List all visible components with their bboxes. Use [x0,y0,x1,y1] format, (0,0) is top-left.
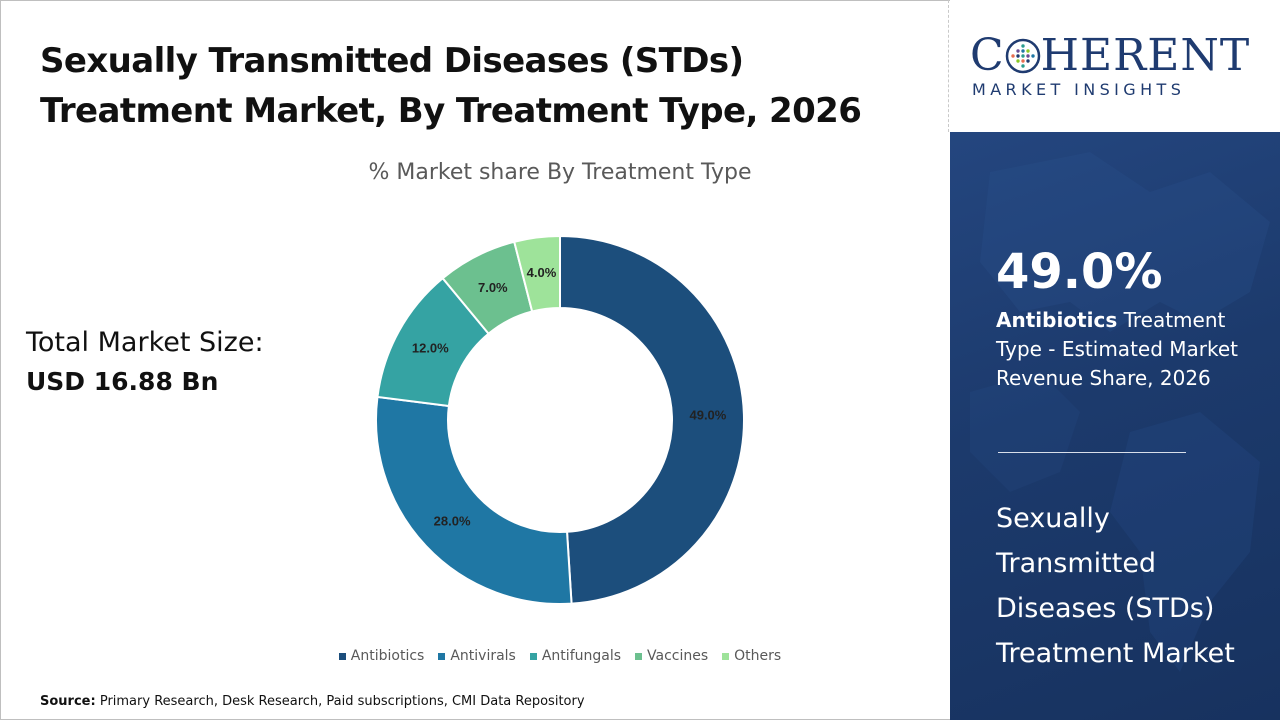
highlight-segment: Antibiotics [996,308,1118,332]
total-market-size: Total Market Size: USD 16.88 Bn [26,324,264,402]
donut-slice-antibiotics [559,234,746,605]
source-note: Source: Primary Research, Desk Research,… [40,694,585,709]
logo-dot [1010,54,1015,58]
logo-dot [1015,49,1020,53]
logo-text: HERENT [1040,30,1251,81]
source-text: Primary Research, Desk Research, Paid su… [99,694,585,709]
logo-dot [1020,44,1025,48]
highlight-panel: 49.0% Antibiotics Treatment Type - Estim… [950,132,1280,720]
legend-item-others: Others [722,648,781,664]
donut-chart: 49.0% 28.0% 12.0% 7.0% 4.0% [375,234,746,605]
company-logo: C HERENT MARKET INSIGHTS [950,0,1280,132]
logo-dot [1015,54,1020,58]
slice-label-others: 4.0% [527,265,557,280]
highlight-value: 49.0% [996,244,1163,300]
slice-label-antivirals: 28.0% [434,513,471,528]
donut-slice-antivirals [375,395,573,605]
header-divider [948,0,949,132]
world-map-background [970,152,1270,672]
legend-swatch [529,652,537,660]
donut-slice-others [513,234,561,313]
legend-label: Others [734,648,782,664]
source-label: Source: [40,694,96,709]
logo-wordmark: C HERENT [970,30,1270,81]
logo-dot [1025,49,1030,53]
highlight-description: Antibiotics Treatment Type - Estimated M… [996,306,1256,393]
chart-legend: Antibiotics Antivirals Antifungals Vaccines… [300,648,820,664]
slice-label-antibiotics: 49.0% [689,407,726,422]
legend-swatch [722,652,730,660]
slice-label-antifungals: 12.0% [412,341,449,356]
legend-item-antivirals: Antivirals [438,648,516,664]
logo-dot [1015,59,1020,63]
legend-label: Antibiotics [350,648,425,664]
logo-dot [1020,59,1025,63]
logo-dot [1020,64,1025,68]
logo-dot [1025,59,1030,63]
logo-subtitle: MARKET INSIGHTS [972,80,1186,99]
legend-item-antibiotics: Antibiotics [338,648,425,664]
logo-dot [1030,54,1035,58]
panel-divider [998,452,1186,453]
logo-letter-c: C [970,30,1005,81]
logo-globe-icon [1005,38,1040,74]
market-name: Sexually Transmitted Diseases (STDs) Tre… [996,503,1235,669]
chart-title: % Market share By Treatment Type [368,160,752,185]
total-market-label: Total Market Size: [26,327,264,358]
slice-label-vaccines: 7.0% [478,280,508,295]
legend-item-antifungals: Antifungals [529,648,622,664]
legend-swatch [635,652,643,660]
legend-label: Antifungals [541,648,622,664]
legend-swatch [338,652,346,660]
legend-label: Antivirals [450,648,516,664]
legend-label: Vaccines [647,648,709,664]
logo-dot [1020,54,1025,58]
logo-dot [1020,49,1025,53]
legend-item-vaccines: Vaccines [635,648,708,664]
highlight-text: Treatment Type - Estimated Market Revenu… [996,308,1239,390]
logo-dot [1025,54,1030,58]
legend-swatch [438,652,446,660]
total-market-value: USD 16.88 Bn [26,367,219,396]
page-title: Sexually Transmitted Diseases (STDs) Tre… [40,41,862,131]
